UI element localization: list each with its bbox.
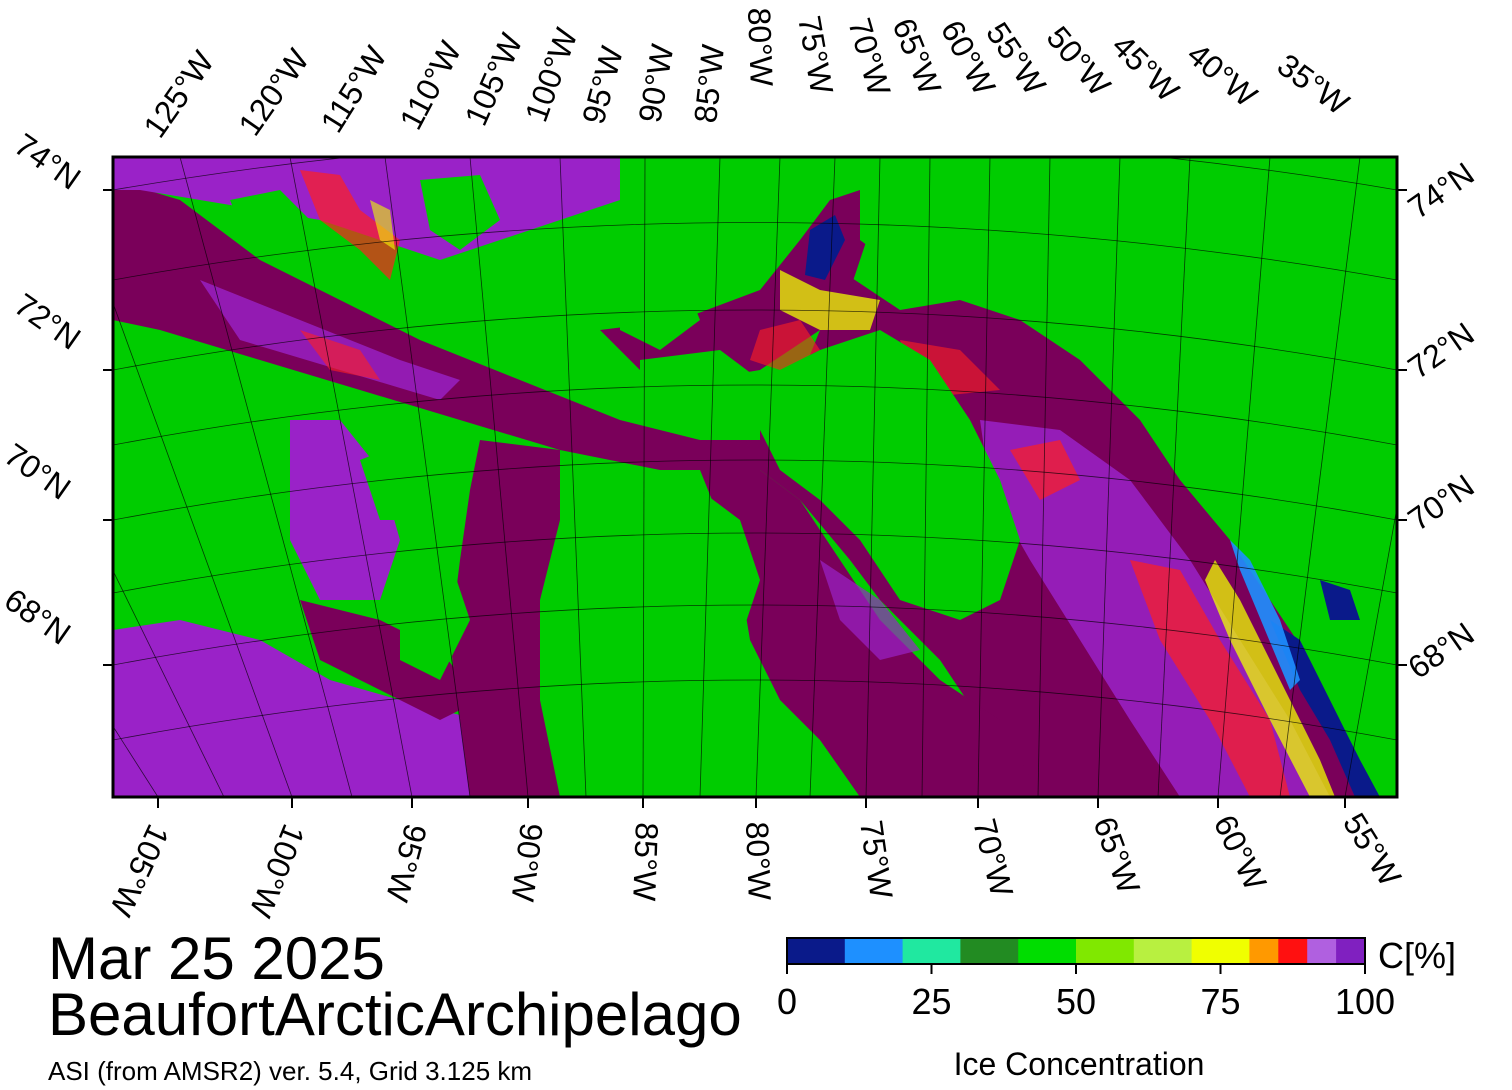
king-william-island-land bbox=[360, 440, 440, 520]
top-lon-label: 95°W bbox=[575, 42, 630, 128]
greenland-land bbox=[860, 157, 1397, 797]
island-north-1 bbox=[230, 190, 320, 260]
bottom-lon-label: 80°W bbox=[739, 821, 778, 902]
bottom-lon-label: 95°W bbox=[379, 820, 434, 906]
right-lat-label: 72°N bbox=[1401, 315, 1480, 386]
bottom-lon-label: 65°W bbox=[1086, 812, 1147, 899]
top-lon-label: 85°W bbox=[687, 42, 731, 125]
island-north-2 bbox=[420, 175, 500, 250]
top-lon-label: 120°W bbox=[231, 42, 316, 142]
colorbar-swatch bbox=[844, 938, 904, 964]
colorbar-title: Ice Concentration bbox=[954, 1046, 1205, 1082]
central-channels-ice bbox=[450, 440, 560, 797]
disko-bay-ice bbox=[1320, 580, 1360, 620]
right-lat-label: 70°N bbox=[1401, 467, 1480, 538]
northern-red-patch bbox=[300, 170, 400, 280]
top-lon-label: 80°W bbox=[741, 7, 780, 88]
left-latitude-labels: 74°N 72°N 70°N 68°N bbox=[0, 126, 87, 652]
colorbar-swatch bbox=[1191, 938, 1250, 964]
amundsen-gulf-ice bbox=[113, 620, 540, 797]
baffin-island-land bbox=[760, 330, 1020, 620]
baffin-marginal-yellow bbox=[1205, 560, 1335, 797]
bottom-longitude-labels: 105°W 100°W 95°W 90°W 85°W 80°W 75°W 70°… bbox=[103, 807, 1409, 923]
victoria-island-land bbox=[113, 370, 280, 580]
colorbar-tick-label: 25 bbox=[911, 981, 951, 1022]
bottom-lon-label: 100°W bbox=[242, 819, 312, 923]
bottom-lon-label: 55°W bbox=[1336, 807, 1409, 893]
colorbar-swatch bbox=[1336, 938, 1366, 964]
left-lat-label: 74°N bbox=[8, 126, 87, 197]
colorbar-swatch bbox=[1076, 938, 1135, 964]
bottom-lon-label: 105°W bbox=[103, 819, 177, 922]
bottom-lon-label: 90°W bbox=[504, 821, 549, 904]
top-lon-label: 110°W bbox=[392, 35, 468, 136]
left-lat-label: 70°N bbox=[0, 436, 77, 507]
colorbar-swatch bbox=[1307, 938, 1337, 964]
top-lon-label: 45°W bbox=[1105, 27, 1187, 109]
colorbar-tick-label: 0 bbox=[777, 981, 797, 1022]
region-title: BeaufortArcticArchipelago bbox=[48, 981, 742, 1048]
top-lon-label: 90°W bbox=[631, 41, 680, 125]
top-longitude-labels: 125°W 120°W 115°W 110°W 105°W 100°W 95°W… bbox=[136, 7, 1356, 144]
colorbar-tick-label: 75 bbox=[1200, 981, 1240, 1022]
colorbar-swatch bbox=[960, 938, 1019, 964]
left-lat-label: 68°N bbox=[0, 581, 77, 652]
bottom-lon-label: 85°W bbox=[626, 822, 665, 903]
bottom-lon-label: 70°W bbox=[966, 815, 1020, 901]
colorbar-swatch bbox=[1018, 938, 1077, 964]
product-info: ASI (from AMSR2) ver. 5.4, Grid 3.125 km bbox=[48, 1056, 533, 1086]
top-lon-label: 50°W bbox=[1040, 19, 1119, 103]
bottom-lon-label: 75°W bbox=[853, 818, 900, 902]
top-lon-label: 35°W bbox=[1271, 47, 1356, 123]
graticule-meridians bbox=[113, 157, 1397, 797]
left-lat-label: 72°N bbox=[8, 286, 87, 357]
northern-channels-ice bbox=[113, 157, 620, 260]
north-water-patch bbox=[750, 320, 820, 370]
somerset-island-land bbox=[620, 270, 700, 350]
island-north-3 bbox=[530, 220, 600, 300]
colorbar-ticks: 0 25 50 75 100 bbox=[777, 964, 1395, 1022]
right-lat-label: 68°N bbox=[1401, 615, 1480, 686]
melville-peninsula-land bbox=[570, 480, 760, 797]
greenland-coast-open-water bbox=[1270, 620, 1380, 797]
greenland-coast-ice bbox=[1230, 540, 1300, 690]
colorbar-tick-label: 100 bbox=[1335, 981, 1395, 1022]
top-lon-label: 40°W bbox=[1181, 36, 1265, 115]
right-latitude-labels: 74°N 72°N 70°N 68°N bbox=[1401, 155, 1480, 686]
northern-yellow-patch bbox=[370, 200, 395, 250]
colorbar-unit: C[%] bbox=[1378, 935, 1456, 976]
colorbar-swatch bbox=[902, 938, 961, 964]
colorbar-tick-label: 50 bbox=[1056, 981, 1096, 1022]
right-lat-label: 74°N bbox=[1401, 155, 1480, 226]
top-lon-label: 125°W bbox=[136, 44, 221, 144]
top-lon-label: 115°W bbox=[313, 39, 394, 138]
baffin-north-ice bbox=[900, 340, 1000, 395]
frame-ticks bbox=[103, 189, 1407, 808]
graticule-parallels bbox=[113, 157, 1397, 741]
top-lon-label: 75°W bbox=[791, 13, 840, 97]
date-title: Mar 25 2025 bbox=[48, 925, 385, 992]
lancaster-marginal-ice bbox=[780, 270, 880, 330]
baffin-red-patch bbox=[1010, 440, 1080, 500]
amundsen-gulf-dark bbox=[300, 600, 480, 720]
colorbar: 0 25 50 75 100 C[%] Ice Concentration bbox=[777, 935, 1456, 1082]
colorbar-swatches bbox=[787, 938, 1366, 964]
colorbar-swatch bbox=[1278, 938, 1308, 964]
top-lon-label: 100°W bbox=[518, 23, 585, 127]
colorbar-swatch bbox=[1133, 938, 1193, 964]
colorbar-swatch bbox=[1249, 938, 1279, 964]
colorbar-swatch bbox=[787, 938, 846, 964]
devon-island-land bbox=[640, 350, 760, 420]
parry-channel-red bbox=[300, 330, 380, 380]
smith-sound-open-water bbox=[805, 215, 845, 280]
bottom-lon-label: 60°W bbox=[1207, 809, 1274, 896]
baffin-marginal-ice bbox=[1130, 560, 1290, 797]
